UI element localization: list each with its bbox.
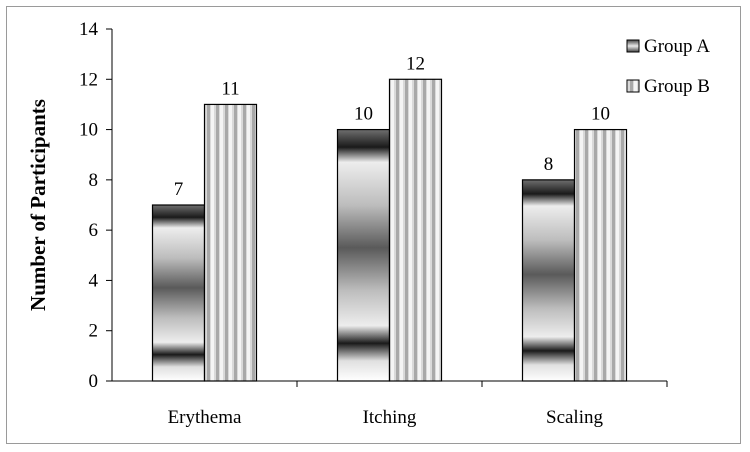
legend-swatch-group-b <box>626 79 640 93</box>
y-axis-label: Number of Participants <box>26 99 50 311</box>
y-tick-label: 14 <box>79 19 99 40</box>
bar-group-b-erythema <box>203 103 258 382</box>
legend-swatch-group-a <box>626 39 640 53</box>
legend-label: Group A <box>644 36 710 57</box>
bar-group-a-scaling <box>521 179 576 382</box>
legend-label: Group B <box>644 76 710 97</box>
y-tick-label: 6 <box>89 220 99 241</box>
data-label: 10 <box>354 104 373 125</box>
data-label: 8 <box>544 154 554 175</box>
y-tick-label: 12 <box>79 69 98 90</box>
y-tick-label: 4 <box>89 270 99 291</box>
y-tick-label: 8 <box>89 170 99 191</box>
x-tick-label: Itching <box>363 407 417 428</box>
y-tick-label: 0 <box>89 371 99 392</box>
data-label: 12 <box>406 53 425 74</box>
data-label: 10 <box>591 104 610 125</box>
data-label: 11 <box>221 78 239 99</box>
y-tick-label: 10 <box>79 120 98 141</box>
x-tick-label: Erythema <box>168 407 242 428</box>
bar-group-b-itching <box>388 78 443 382</box>
bar-group-a-erythema <box>151 204 206 382</box>
data-label: 7 <box>174 179 184 200</box>
y-tick-label: 2 <box>89 321 99 342</box>
bar-group-b-scaling <box>573 128 628 382</box>
bar-group-a-itching <box>336 128 391 382</box>
x-tick-label: Scaling <box>546 407 603 428</box>
